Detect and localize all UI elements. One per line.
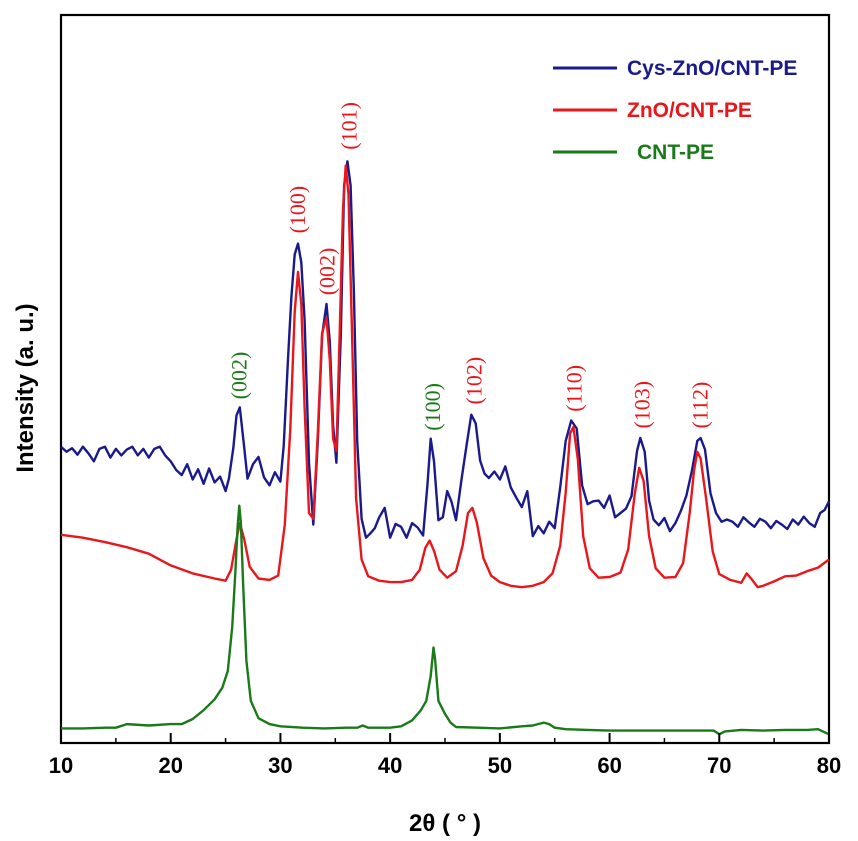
peak-label: (112): [688, 382, 713, 429]
y-axis-title: Intensity (a. u.): [12, 303, 39, 472]
x-tick-label: 30: [268, 753, 292, 778]
legend-label: Cys-ZnO/CNT-PE: [627, 57, 797, 80]
x-tick-label: 50: [488, 753, 512, 778]
peak-label: (002): [315, 248, 340, 296]
x-tick-label: 80: [817, 753, 841, 778]
legend-label: ZnO/CNT-PE: [627, 99, 752, 122]
series-layer: [60, 160, 831, 736]
series-line-cnt-pe: [61, 504, 830, 736]
plot-border: [59, 13, 831, 745]
peak-label: (100): [285, 186, 310, 234]
peak-label: (002): [227, 352, 252, 400]
peak-label: (101): [336, 102, 361, 150]
x-tick-label: 70: [707, 753, 731, 778]
x-tick-label: 10: [49, 753, 73, 778]
peak-annotations: (002)(100)(002)(101)(100)(102) (110) (103)…: [227, 102, 713, 431]
x-tick-label: 60: [597, 753, 621, 778]
plot-frame: [59, 13, 831, 745]
peak-label: (100): [420, 383, 445, 431]
legend-label: CNT-PE: [637, 141, 714, 164]
series-line-zno-cnt-pe: [60, 164, 830, 589]
peak-label: (110): [561, 365, 586, 412]
x-tick-label: 40: [378, 753, 402, 778]
legend: Cys-ZnO/CNT-PE ZnO/CNT-PE CNT-PE: [553, 57, 797, 164]
x-axis-title: 2θ ( ° ): [409, 810, 481, 837]
series-line-cys-zno-cnt-pe: [60, 160, 831, 539]
peak-label: (103): [629, 381, 654, 429]
x-tick-label: 20: [158, 753, 182, 778]
x-axis-ticks: 10 20 30 40 50 60 70 80: [49, 733, 841, 778]
peak-label: (102): [462, 357, 487, 405]
